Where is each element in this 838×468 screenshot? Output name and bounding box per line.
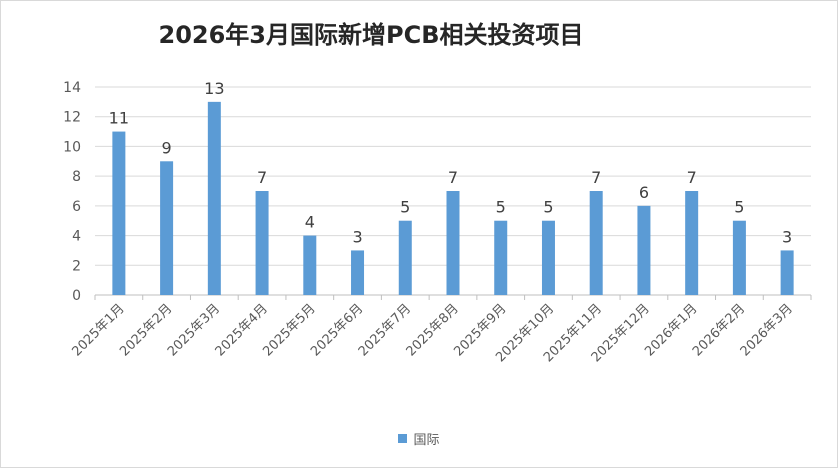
y-tick-label: 10 <box>63 139 81 155</box>
bar <box>637 205 651 295</box>
data-label: 6 <box>639 183 649 202</box>
data-label: 5 <box>543 198 553 217</box>
x-tick-label: 2026年3月 <box>738 301 796 359</box>
bar <box>255 191 269 295</box>
bar <box>446 191 460 295</box>
data-label: 7 <box>448 168 458 187</box>
y-tick-label: 2 <box>72 258 81 274</box>
bar <box>112 131 126 295</box>
data-label: 11 <box>109 109 129 128</box>
data-label: 7 <box>687 168 697 187</box>
chart-title: 2026年3月国际新增PCB相关投资项目 <box>158 21 584 49</box>
data-label: 4 <box>305 213 315 232</box>
data-label: 13 <box>204 79 224 98</box>
data-label: 3 <box>352 227 362 246</box>
bar <box>494 220 508 295</box>
data-label: 3 <box>782 227 792 246</box>
y-tick-label: 12 <box>63 110 81 126</box>
y-tick-label: 8 <box>72 169 81 185</box>
data-label: 5 <box>734 198 744 217</box>
bar <box>207 101 221 295</box>
data-label: 9 <box>162 138 172 157</box>
bar <box>589 191 603 295</box>
bar <box>398 220 412 295</box>
data-label: 5 <box>496 198 506 217</box>
legend: 国际 <box>1 429 837 448</box>
data-label: 5 <box>400 198 410 217</box>
bar <box>780 250 794 295</box>
data-label: 7 <box>257 168 267 187</box>
y-tick-label: 6 <box>72 199 81 215</box>
y-tick-label: 0 <box>72 288 81 304</box>
bar <box>160 161 174 295</box>
y-tick-label: 14 <box>63 80 81 96</box>
bar <box>732 220 746 295</box>
legend-swatch <box>398 434 408 443</box>
legend-label: 国际 <box>413 433 440 448</box>
data-label: 7 <box>591 168 601 187</box>
bar <box>541 220 555 295</box>
bar <box>303 235 317 295</box>
y-tick-label: 4 <box>72 229 81 245</box>
bar <box>351 250 365 295</box>
bar <box>685 191 699 295</box>
